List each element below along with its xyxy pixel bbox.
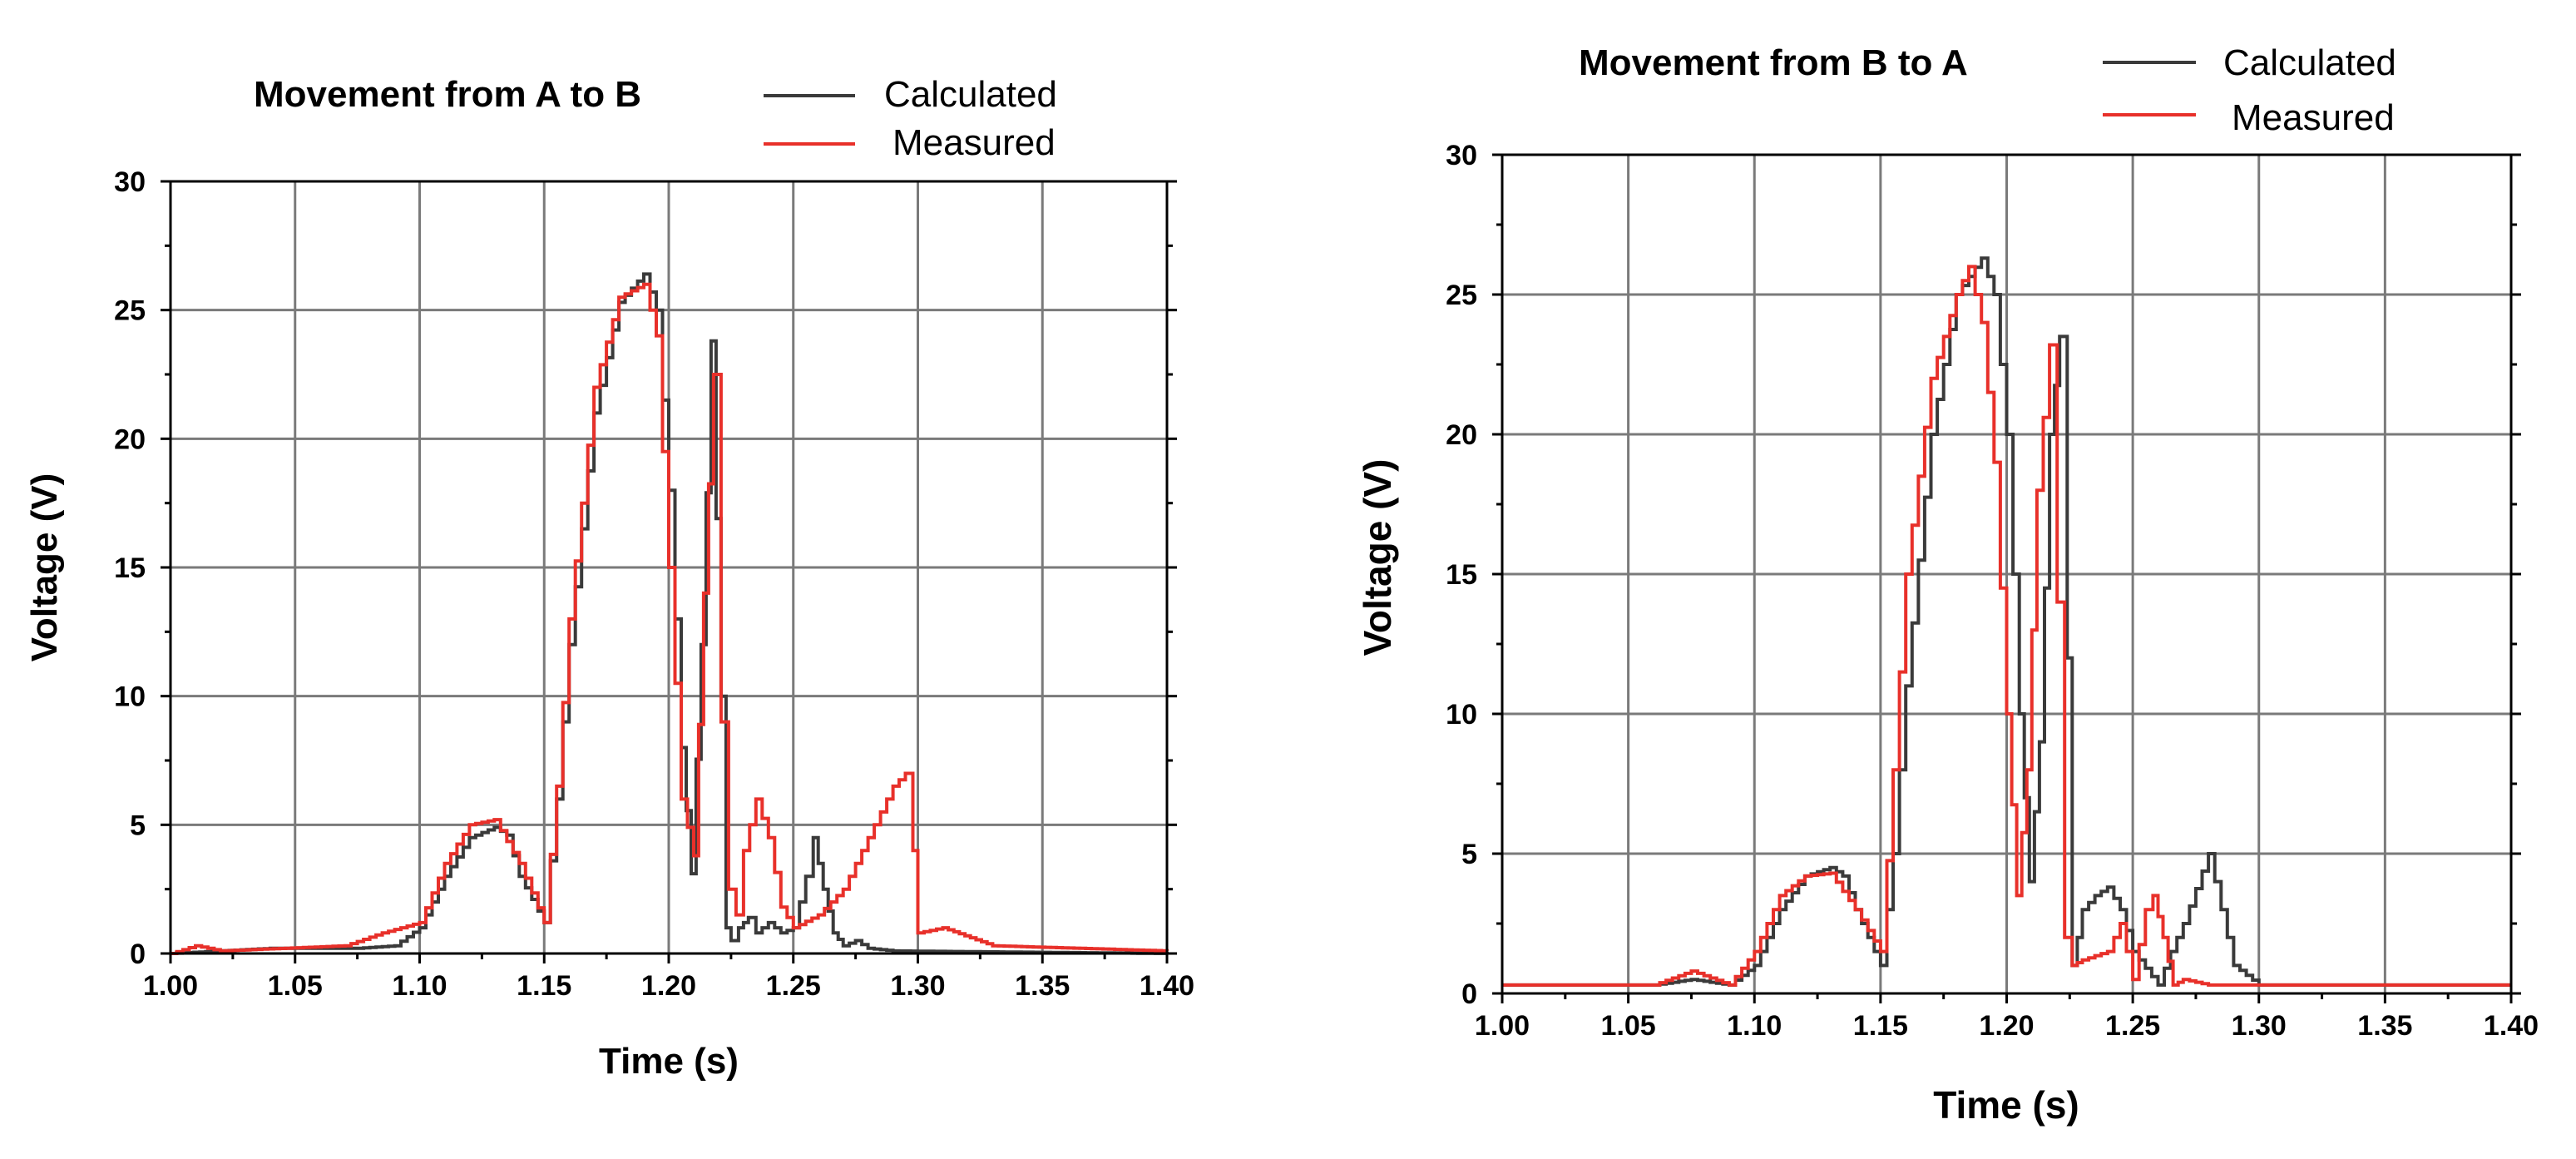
x-tick-label: 1.40 [2484, 1010, 2539, 1042]
y-axis-label: Voltage (V) [24, 473, 65, 662]
x-tick-label: 1.30 [890, 970, 945, 1002]
series-line-measured [171, 282, 1169, 955]
x-tick-label: 1.40 [1140, 970, 1194, 1002]
x-tick-label: 1.35 [2357, 1010, 2412, 1042]
y-tick-label: 0 [130, 939, 146, 970]
x-tick-label: 1.20 [1979, 1010, 2034, 1042]
x-tick-label: 1.05 [268, 970, 323, 1002]
grid [1501, 153, 2513, 995]
ticks: 1.00 1.05 1.10 1.15 1.20 1.25 1.30 1.35 1.40 0 5 10… [1446, 140, 2539, 1042]
y-tick-label: 15 [114, 552, 146, 584]
series-line-measured [1502, 265, 2511, 987]
x-tick-label: 1.25 [2105, 1010, 2160, 1042]
x-tick-label: 1.00 [1475, 1010, 1530, 1042]
x-tick-label: 1.35 [1015, 970, 1070, 1002]
x-tick-label: 1.20 [641, 970, 696, 1002]
y-tick-label: 10 [1446, 699, 1477, 731]
y-tick-label: 30 [1446, 140, 1477, 171]
y-tick-label: 0 [1461, 978, 1477, 1010]
y-tick-label: 20 [114, 423, 146, 455]
legend: Calculated Measured [2103, 42, 2396, 138]
y-tick-label: 20 [1446, 419, 1477, 451]
x-tick-label: 1.10 [1727, 1010, 1782, 1042]
x-tick-label: 1.30 [2232, 1010, 2287, 1042]
y-axis-label: Voltage (V) [1356, 459, 1399, 656]
x-tick-label: 1.00 [143, 970, 198, 1002]
x-axis-label: Time (s) [599, 1041, 739, 1082]
x-tick-label: 1.05 [1601, 1010, 1656, 1042]
x-tick-label: 1.15 [517, 970, 571, 1002]
y-tick-label: 5 [130, 810, 146, 841]
x-tick-label: 1.15 [1853, 1010, 1908, 1042]
y-tick-label: 10 [114, 681, 146, 713]
y-tick-label: 25 [114, 295, 146, 327]
legend: Calculated Measured [764, 74, 1057, 163]
legend-label-calculated: Calculated [884, 74, 1057, 115]
series-line-calculated [1502, 256, 2511, 987]
ticks: 1.00 1.05 1.10 1.15 1.20 1.25 1.30 1.35 1.40 0 5 10… [114, 166, 1194, 1002]
y-tick-label: 25 [1446, 280, 1477, 311]
legend-label-measured: Measured [2232, 97, 2395, 138]
chart-title: Movement from A to B [254, 74, 641, 115]
y-tick-label: 5 [1461, 839, 1477, 870]
x-tick-label: 1.25 [766, 970, 821, 1002]
chart-b-to-a: 1.00 1.05 1.10 1.15 1.20 1.25 1.30 1.35 1.40 0 5 10… [1356, 42, 2539, 1127]
chart-title: Movement from B to A [1579, 42, 1968, 83]
series-lines [1502, 256, 2511, 987]
y-tick-label: 30 [114, 166, 146, 198]
x-tick-label: 1.10 [392, 970, 447, 1002]
y-tick-label: 15 [1446, 559, 1477, 591]
legend-label-calculated: Calculated [2223, 42, 2396, 83]
x-axis-label: Time (s) [1933, 1083, 2079, 1127]
legend-label-measured: Measured [892, 122, 1056, 163]
chart-a-to-b: 1.00 1.05 1.10 1.15 1.20 1.25 1.30 1.35 1.40 0 5 10… [24, 74, 1194, 1082]
series-lines [171, 272, 1169, 955]
